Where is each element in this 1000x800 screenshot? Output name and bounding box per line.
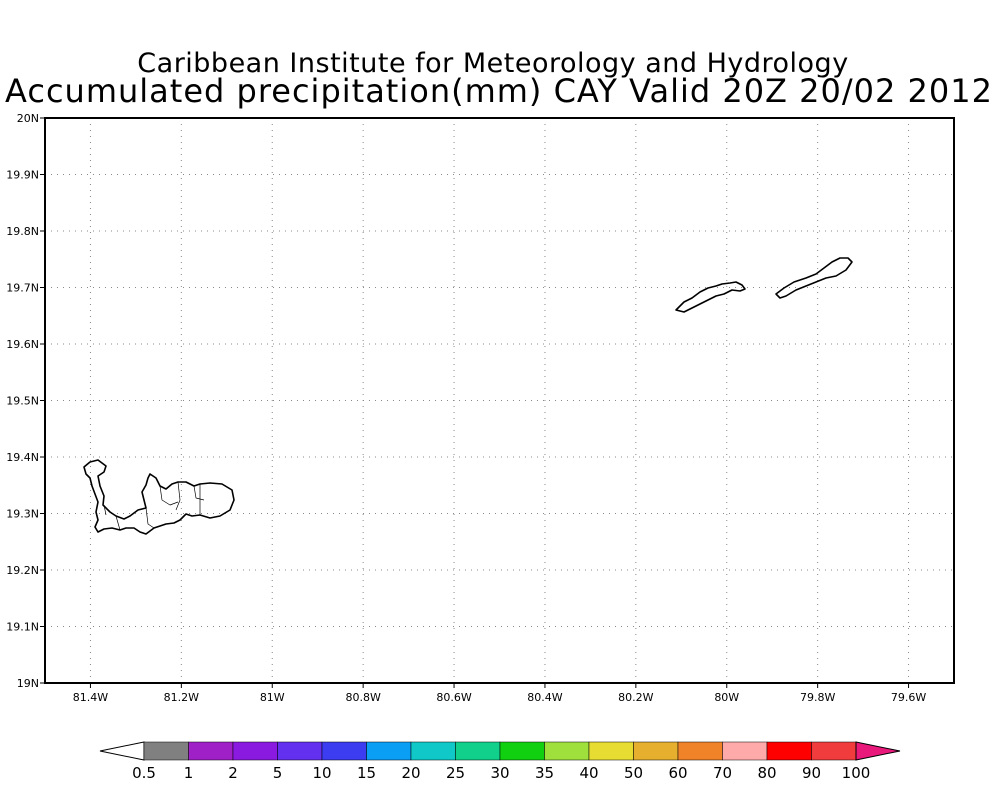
y-tick-label: 19.3N [6,508,39,521]
colorbar-swatch [321,741,367,761]
colorbar-label: 35 [535,764,554,782]
grand-cayman-districts [103,481,205,531]
colorbar-label: 25 [446,764,465,782]
colorbar-under-triangle [99,741,145,761]
colorbar-label: 60 [668,764,687,782]
colorbar-swatch [366,741,412,761]
colorbar-label: 30 [490,764,509,782]
land-outlines [83,257,853,535]
colorbar-label: 15 [357,764,376,782]
colorbar-swatch [588,741,634,761]
colorbar-label: 40 [579,764,598,782]
y-tick-label: 19N [17,677,39,690]
y-tick-label: 19.5N [6,395,39,408]
colorbar-swatch [410,741,456,761]
x-tick-label: 80.8W [345,691,380,704]
colorbar-label: 20 [401,764,420,782]
colorbar-label: 10 [312,764,331,782]
colorbar-swatch [277,741,323,761]
colorbar-over-triangle [855,741,901,761]
colorbar-swatch [188,741,234,761]
x-tick-label: 81W [260,691,285,704]
colorbar-label: 80 [757,764,776,782]
colorbar-label: 90 [802,764,821,782]
colorbar-label: 2 [228,764,238,782]
colorbar-swatch [722,741,768,761]
y-tick-label: 19.6N [6,338,39,351]
cayman-brac-outline [775,257,853,299]
longitude-axis: 81.4W 81.2W 81W 80.8W 80.6W 80.4W 80.2W 80W 79.8… [73,683,926,704]
x-tick-label: 80W [714,691,739,704]
little-cayman-outline [675,281,746,313]
colorbar-label: 70 [713,764,732,782]
colorbar-swatch [766,741,812,761]
y-tick-label: 19.4N [6,451,39,464]
colorbar-swatch [232,741,278,761]
x-tick-label: 80.6W [436,691,471,704]
y-tick-label: 19.7N [6,282,39,295]
colorbar-swatch [544,741,590,761]
colorbar-swatch [143,741,189,761]
institute-title: Caribbean Institute for Meteorology and … [137,48,849,79]
y-tick-label: 19.8N [6,225,39,238]
y-tick-label: 19.2N [6,564,39,577]
grand-cayman-outline [83,459,235,535]
latitude-axis: 20N 19.9N 19.8N 19.7N 19.6N 19.5N 19.4N 19.3N 19… [6,112,45,690]
x-tick-label: 81.2W [164,691,199,704]
colorbar-swatch [677,741,723,761]
colorbar-label: 1 [184,764,194,782]
colorbar-label: 50 [624,764,643,782]
colorbar-label: 5 [273,764,283,782]
y-tick-label: 20N [17,112,39,125]
colorbar-label: 100 [842,764,871,782]
graticule-grid [45,118,954,683]
colorbar-swatch [811,741,857,761]
colorbar: 0.5 1 2 5 10 15 20 25 30 35 40 50 60 70 80 90 100 [99,741,901,782]
x-tick-label: 79.8W [800,691,835,704]
map-title: Accumulated precipitation(mm) CAY Valid … [5,72,993,110]
colorbar-swatch [499,741,545,761]
colorbar-swatch [633,741,679,761]
x-tick-label: 80.4W [527,691,562,704]
y-tick-label: 19.9N [6,169,39,182]
x-tick-label: 80.2W [618,691,653,704]
x-tick-label: 79.6W [891,691,926,704]
y-tick-label: 19.1N [6,621,39,634]
colorbar-swatch [455,741,501,761]
colorbar-label: 0.5 [132,764,156,782]
x-tick-label: 81.4W [73,691,108,704]
